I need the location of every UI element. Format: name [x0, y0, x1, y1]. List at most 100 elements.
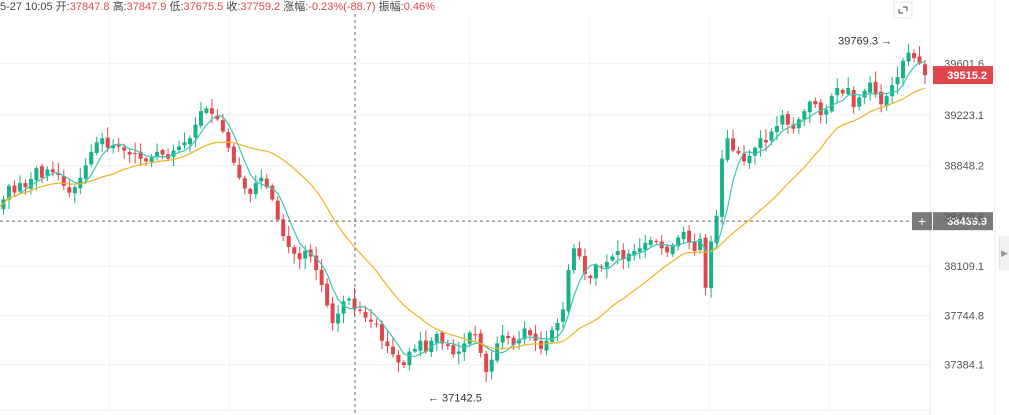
candle [632, 243, 637, 261]
candle-body [824, 109, 829, 115]
candle-body [50, 169, 55, 173]
candle [341, 295, 346, 324]
candle [868, 75, 873, 101]
candle-body [879, 91, 884, 105]
candle-body [390, 346, 395, 355]
crosshair-plus-button[interactable] [912, 212, 932, 231]
candle-body [149, 157, 154, 162]
candle-body [303, 251, 308, 259]
candle [149, 153, 154, 168]
candle [390, 337, 395, 358]
candle-body [637, 248, 642, 252]
candle [253, 174, 258, 199]
candle-body [912, 53, 917, 59]
candle [758, 130, 763, 157]
candle [774, 116, 779, 140]
candle-body [56, 173, 61, 175]
candle [917, 46, 922, 65]
candle-body [539, 340, 544, 349]
candle [659, 235, 664, 255]
candle [681, 226, 686, 244]
candle-body [325, 283, 330, 306]
candle-body [665, 246, 670, 253]
high-marker-label: 39769.3 → [838, 36, 892, 48]
candle [698, 233, 703, 254]
candle [901, 57, 906, 87]
candle-body [160, 150, 165, 155]
crosshair-price-label: 38439.9 [947, 216, 987, 228]
candle [325, 278, 330, 308]
candle [720, 149, 725, 225]
candle [703, 233, 708, 295]
candle-body [418, 340, 423, 351]
high-label: 高: [112, 1, 127, 13]
candle [374, 318, 379, 328]
candle [495, 336, 500, 364]
candle-body [341, 301, 346, 314]
candle-body [670, 245, 675, 255]
candle-body [648, 240, 653, 245]
candle-body [61, 176, 66, 186]
candle [528, 327, 533, 341]
candle [588, 274, 593, 285]
candle-body [692, 241, 697, 252]
candle-body [774, 126, 779, 132]
expand-icon[interactable] [893, 1, 913, 19]
candle [582, 248, 587, 281]
candle-body [829, 96, 834, 112]
candle-body [319, 269, 324, 286]
candle-body [209, 108, 214, 114]
candle [802, 108, 807, 127]
candle-body [231, 146, 236, 163]
candle [67, 178, 72, 198]
candle-body [923, 64, 927, 76]
scroll-handle[interactable]: ▶ [999, 236, 1009, 270]
candle [379, 320, 384, 350]
candle-body [456, 351, 461, 354]
candle-body [23, 183, 28, 188]
candle-body [138, 151, 143, 159]
candle-body [796, 119, 801, 129]
candle [78, 167, 83, 195]
candle [506, 331, 511, 345]
candle [281, 213, 286, 242]
candle [34, 166, 39, 191]
open-label: 开: [55, 1, 70, 13]
candle-body [434, 333, 439, 343]
candle-body [122, 147, 127, 151]
candle [484, 350, 489, 383]
candle-body [615, 251, 620, 256]
candle-body [275, 200, 280, 220]
candle [363, 305, 368, 322]
candle-body [517, 339, 522, 344]
candle [116, 138, 121, 152]
ma-slow-line [0, 87, 926, 350]
candle [144, 156, 149, 166]
candle [818, 98, 823, 124]
candle [665, 244, 670, 258]
candle [725, 129, 730, 163]
candle-body [506, 335, 511, 338]
candle [171, 144, 176, 167]
candle [166, 148, 171, 161]
candle [39, 163, 44, 184]
candle [467, 330, 472, 348]
candle-body [440, 332, 445, 344]
candle-body [846, 88, 851, 95]
candle-body [407, 351, 412, 366]
candle [198, 101, 203, 129]
candle [544, 330, 549, 356]
candle-body [204, 108, 209, 113]
candle-body [813, 101, 818, 105]
candle-body [550, 329, 555, 342]
candle-body [155, 151, 160, 157]
candle [368, 309, 373, 328]
candle-body [89, 151, 94, 165]
candle-body [253, 183, 258, 195]
candle [6, 183, 11, 210]
candle [473, 325, 478, 343]
candle [418, 332, 423, 357]
candle-body [698, 238, 703, 251]
candle [785, 111, 790, 134]
